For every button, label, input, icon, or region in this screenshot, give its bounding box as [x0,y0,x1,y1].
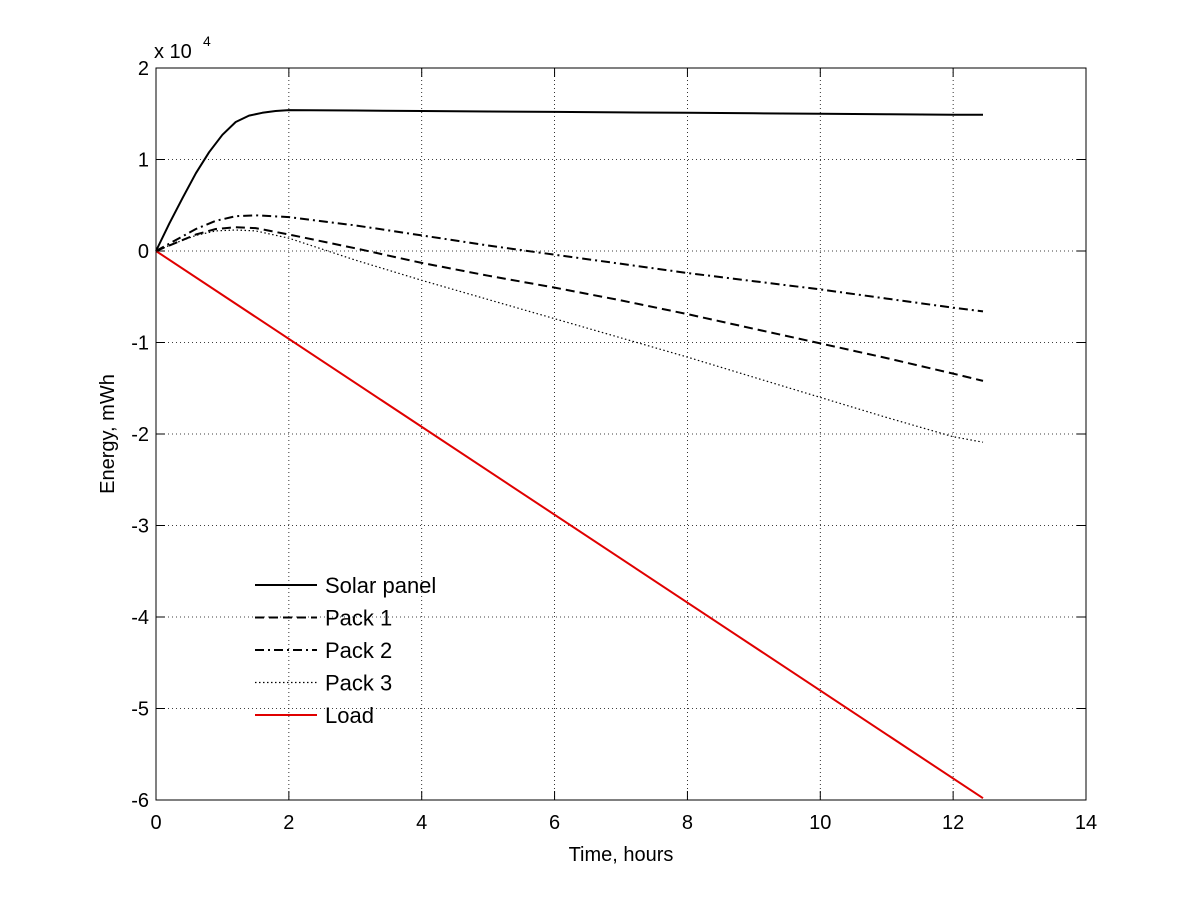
y-tick-label: -2 [131,424,149,446]
y-tick-label: -5 [131,699,149,721]
x-tick-label: 6 [549,812,560,834]
series-line-pack-1 [155,226,984,382]
y-tick-label: -1 [131,333,149,355]
x-tick-label: 12 [942,812,964,834]
series-line-pack-3 [155,229,984,443]
y-tick-label: 2 [138,58,149,80]
x-tick-label: 10 [809,812,831,834]
y-tick-label: -6 [131,790,149,812]
series-line-pack-2 [155,214,984,313]
x-tick-label: 2 [283,812,294,834]
y-tick-label: -3 [131,516,149,538]
legend-label: Pack 2 [325,638,392,663]
x-tick-label: 8 [682,812,693,834]
legend-label: Pack 3 [325,671,392,696]
x-tick-label: 0 [150,812,161,834]
y-axis-multiplier: x 10 4 [154,33,211,63]
legend-label: Load [325,703,374,728]
series-line-load [155,250,984,800]
y-tick-label: 1 [138,150,149,172]
x-tick-label: 4 [416,812,427,834]
y-tick-label: -4 [131,607,149,629]
series-line-solar-panel [155,109,983,252]
series-lines [155,109,984,800]
grid [155,67,1087,801]
x-axis-label: Time, hours [569,844,674,866]
y-axis-label: Energy, mWh [97,374,119,494]
legend-label: Pack 1 [325,606,392,631]
y-tick-label: 0 [138,241,149,263]
x-tick-label: 14 [1075,812,1097,834]
legend-label: Solar panel [325,573,436,598]
y-multiplier-base: x 10 [154,41,192,63]
y-multiplier-exponent: 4 [203,33,211,49]
legend: Solar panel Pack 1 Pack 2 Pack 3 Load [255,573,436,728]
